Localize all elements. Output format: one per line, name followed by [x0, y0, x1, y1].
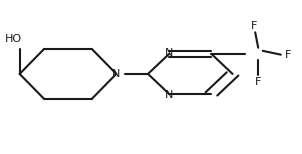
Text: HO: HO: [5, 34, 22, 43]
Text: F: F: [285, 51, 292, 60]
Text: N: N: [112, 69, 120, 79]
Text: N: N: [165, 48, 173, 58]
Text: N: N: [165, 90, 173, 100]
Text: F: F: [255, 77, 262, 87]
Text: F: F: [250, 21, 257, 31]
